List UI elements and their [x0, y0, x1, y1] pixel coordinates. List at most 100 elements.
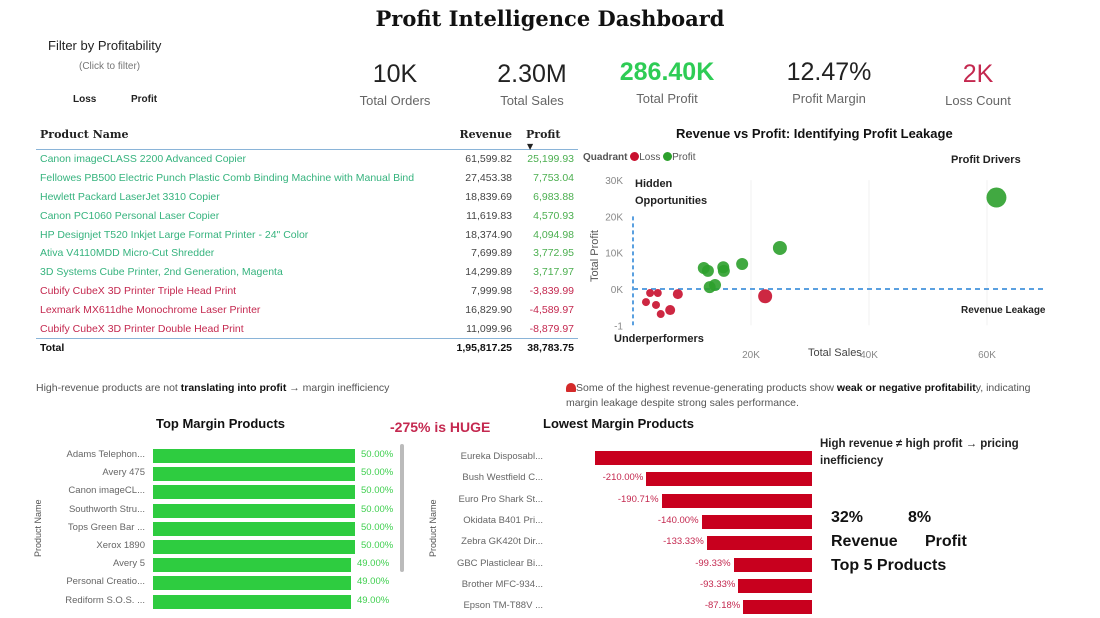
bar[interactable]	[153, 594, 351, 609]
bar[interactable]	[733, 557, 812, 572]
bar-row[interactable]: Bush Westfield C... -210.00%	[0, 471, 1100, 487]
bar-row[interactable]: Adams Telephon... 50.00%	[0, 448, 1100, 464]
bar[interactable]	[153, 540, 355, 554]
cell-product-name: Canon PC1060 Personal Laser Copier	[40, 209, 220, 222]
bar-row[interactable]: Avery 475 50.00%	[0, 466, 1100, 482]
col-profit-label: Profit	[526, 128, 561, 141]
table-row[interactable]: Ativa V4110MDD Micro-Cut Shredder 7,699.8…	[36, 244, 578, 263]
cell-product-name: Lexmark MX611dhe Monochrome Laser Printe…	[40, 304, 261, 317]
sort-desc-icon[interactable]: ▼	[527, 141, 534, 151]
bar-value-label: 50.00%	[361, 449, 394, 460]
bar[interactable]	[153, 521, 355, 536]
note-bold: weak or negative profitabilit	[836, 382, 976, 394]
bar[interactable]	[646, 472, 812, 487]
scatter-point-loss[interactable]	[758, 289, 773, 304]
bar-row[interactable]: Eureka Disposabl...	[0, 450, 1100, 466]
bar-value-label: -133.33%	[663, 536, 704, 548]
bar[interactable]	[743, 600, 812, 615]
scatter-title: Revenue vs Profit: Identifying Profit Le…	[676, 126, 953, 141]
cell-product-name: Canon imageCLASS 2200 Advanced Copier	[40, 153, 247, 166]
table-row[interactable]: Lexmark MX611dhe Monochrome Laser Printe…	[36, 301, 578, 320]
bar-row[interactable]: Epson TM-T88V ... -87.18%	[0, 599, 1100, 615]
filter-loss-button[interactable]: Loss	[73, 94, 97, 105]
cell-revenue: 16,829.90	[465, 304, 512, 317]
kpi-value: 2K	[962, 60, 994, 88]
top-margin-scrollbar[interactable]	[400, 444, 404, 572]
scatter-point-profit[interactable]	[986, 187, 1007, 208]
col-profit[interactable]: Profit ▼	[516, 125, 578, 151]
annotation-hidden-opportunities: Hidden Opportunities	[635, 178, 708, 207]
bar[interactable]	[153, 576, 351, 591]
bar[interactable]	[153, 449, 355, 463]
bar-row[interactable]: Brother MFC-934... -93.33%	[0, 578, 1100, 594]
kpi-value: 10K	[372, 60, 418, 88]
table-row[interactable]: Cubify CubeX 3D Printer Double Head Prin…	[36, 320, 578, 339]
cell-product-name: HP Designjet T520 Inkjet Large Format Pr…	[40, 228, 309, 241]
bar-row[interactable]: Euro Pro Shark St... -190.71%	[0, 493, 1100, 509]
bar-row[interactable]: Okidata B401 Pri... -140.00%	[0, 514, 1100, 530]
cell-revenue: 18,839.69	[465, 190, 512, 203]
bar-value-label: 50.00%	[361, 503, 394, 515]
bar-row[interactable]: Rediform S.O.S. ... 49.00%	[0, 594, 1100, 610]
filter-profit-button[interactable]: Profit	[131, 94, 158, 105]
callout-huge: -275% is HUGE	[390, 419, 491, 435]
total-label: Total	[36, 337, 446, 358]
bar-row[interactable]: Xerox 1890 50.00%	[0, 539, 1100, 555]
legend-profit[interactable]: Profit	[672, 152, 696, 163]
table-row[interactable]: Canon PC1060 Personal Laser Copier 11,619…	[36, 206, 578, 225]
scatter-legend: Quadrant Loss Profit	[583, 152, 695, 163]
bar-row[interactable]: GBC Plasticlear Bi... -99.33%	[0, 557, 1100, 573]
bar-row[interactable]: Canon imageCL... 50.00%	[0, 484, 1100, 500]
bar[interactable]	[738, 578, 812, 593]
bar[interactable]	[153, 467, 355, 482]
scatter-point-loss[interactable]	[653, 288, 662, 297]
table-row[interactable]: Fellowes PB500 Electric Punch Plastic Co…	[36, 168, 578, 187]
scatter-point-profit[interactable]	[736, 257, 749, 270]
bar-row[interactable]: Zebra GK420t Dir... -133.33%	[0, 535, 1100, 551]
bar-row[interactable]: Southworth Stru... 50.00%	[0, 503, 1100, 519]
col-product-name[interactable]: Product Name	[36, 125, 446, 150]
scatter-point-loss[interactable]	[646, 288, 655, 297]
insight-note-right: Some of the highest revenue-generating p…	[566, 381, 1046, 411]
scatter-point-loss[interactable]	[672, 289, 683, 300]
bar[interactable]	[595, 451, 812, 465]
bar[interactable]	[153, 503, 355, 518]
legend-loss[interactable]: Loss	[639, 152, 661, 163]
scatter-point-profit[interactable]	[772, 240, 787, 255]
col-revenue[interactable]: Revenue	[446, 125, 516, 150]
bar-category-label: Bush Westfield C...	[462, 472, 543, 484]
scatter-point-loss[interactable]	[652, 300, 661, 309]
cell-revenue: 11,099.96	[466, 322, 512, 335]
bar-value-label: -140.00%	[657, 514, 699, 526]
scatter-point-profit[interactable]	[709, 279, 722, 292]
scatter-point-profit[interactable]	[701, 264, 714, 277]
table-row[interactable]: Hewlett Packard LaserJet 3310 Copier 18,8…	[36, 187, 578, 206]
scatter-point-loss[interactable]	[656, 310, 665, 319]
table-row[interactable]: HP Designjet T520 Inkjet Large Format Pr…	[36, 225, 578, 244]
kpi-card: 2K Loss Count	[913, 60, 1043, 108]
scatter-point-loss[interactable]	[641, 298, 650, 307]
scatter-point-loss[interactable]	[665, 305, 676, 316]
bar-row[interactable]: Personal Creatio... 49.00%	[0, 575, 1100, 591]
bar-row[interactable]: Avery 5 49.00%	[0, 557, 1100, 573]
table-row[interactable]: Cubify CubeX 3D Printer Triple Head Prin…	[36, 282, 578, 301]
cell-revenue: 7,699.89	[471, 247, 512, 260]
table-row[interactable]: Canon imageCLASS 2200 Advanced Copier 61,…	[36, 150, 578, 169]
bar[interactable]	[661, 493, 812, 508]
bar-category-label: Tops Green Bar ...	[67, 521, 145, 533]
cell-revenue: 18,374.90	[465, 228, 512, 241]
y-tick-label: 20K	[605, 212, 623, 223]
cell-revenue: 14,299.89	[465, 266, 512, 279]
bar[interactable]	[153, 485, 355, 500]
bar[interactable]	[706, 536, 812, 551]
bar-category-label: Epson TM-T88V ...	[463, 600, 543, 612]
kpi-value: 2.30M	[497, 60, 567, 88]
bar[interactable]	[701, 514, 812, 529]
cell-profit: -8,879.97	[529, 322, 574, 335]
table-row[interactable]: 3D Systems Cube Printer, 2nd Generation,…	[36, 263, 578, 282]
kpi-label: Total Orders	[359, 93, 431, 108]
scatter-point-profit[interactable]	[717, 264, 730, 277]
bar-row[interactable]: Tops Green Bar ... 50.00%	[0, 521, 1100, 537]
top-margin-title: Top Margin Products	[156, 416, 286, 431]
bar[interactable]	[153, 558, 351, 573]
